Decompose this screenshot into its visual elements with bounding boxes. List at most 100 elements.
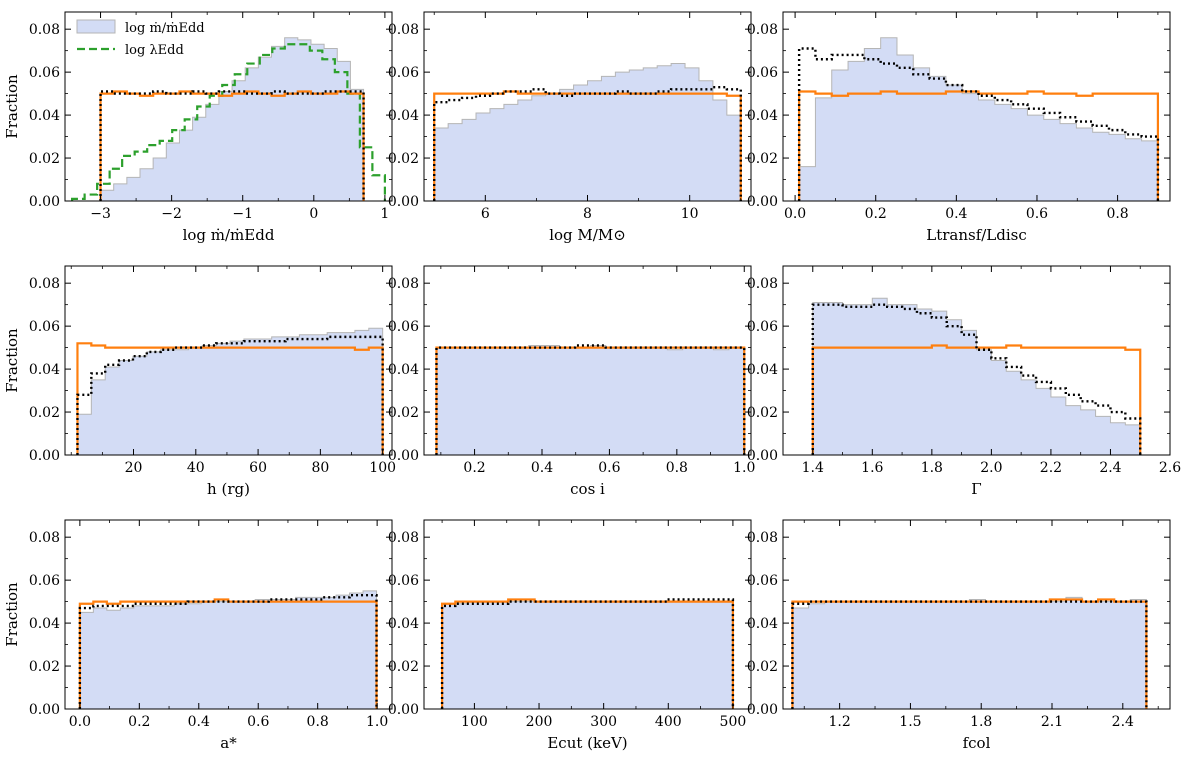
legend-swatch-hist [76, 19, 116, 34]
y-tick-label: 0.06 [29, 319, 60, 335]
x-tick-label: 2.0 [980, 460, 1002, 476]
plot-area [791, 596, 1148, 709]
y-tick-label: 0.06 [29, 573, 60, 589]
legend-label: log ṁ/ṁEdd [125, 21, 205, 36]
y-tick-label: 0.08 [388, 22, 419, 38]
histogram-fill-series [100, 37, 365, 201]
x-tick-label: 500 [720, 714, 747, 730]
x-tick-label: 400 [655, 714, 682, 730]
legend-label: log λEdd [125, 43, 184, 58]
axes-frame [782, 519, 1171, 710]
x-axis-label: a* [220, 734, 237, 752]
panel-6: 0.00 0.02 0.04 0.06 0.08 1.4 1.6 1.8 2.0 2.2 2.4 2.… [747, 265, 1181, 498]
y-tick-label: 0.02 [388, 405, 419, 421]
y-tick-label: 0.04 [388, 616, 419, 632]
plot-area [811, 297, 1142, 455]
y-tick-label: 0.04 [29, 616, 60, 632]
y-tick-label: 0.02 [29, 405, 60, 421]
black-dotted-series [791, 600, 1148, 709]
histogram-fill-series [441, 601, 734, 709]
x-tick-label: 0.8 [307, 714, 329, 730]
y-tick-label: 0.02 [747, 405, 778, 421]
y-axis-label: Fraction [3, 582, 21, 647]
plot-area [76, 327, 384, 455]
black-dotted-series [440, 598, 735, 709]
y-tick-label: 0.08 [388, 530, 419, 546]
panel-9: 0.00 0.02 0.04 0.06 0.08 1.2 1.5 1.8 2.1 2.4 fcol [747, 519, 1171, 752]
y-tick-label: 0.06 [747, 319, 778, 335]
x-tick-label: 0.6 [1026, 206, 1048, 222]
y-tick-label: 0.04 [29, 362, 60, 378]
orange-solid-series [440, 598, 735, 709]
x-tick-label: 1.8 [970, 714, 992, 730]
black-dotted-series [433, 85, 742, 201]
axes-frame [64, 265, 393, 456]
y-tick-label: 0.00 [29, 194, 60, 210]
black-dotted-series [78, 593, 378, 709]
y-tick-label: 0.06 [29, 65, 60, 81]
y-tick-label: 0.02 [29, 659, 60, 675]
x-tick-label: 40 [187, 460, 205, 476]
y-tick-label: 0.06 [388, 65, 419, 81]
x-axis-label: log ṁ/ṁEdd [183, 226, 275, 244]
axes-frame [64, 11, 393, 202]
black-dotted-series [76, 335, 384, 455]
orange-solid-series [435, 346, 746, 455]
axes-frame [782, 11, 1171, 202]
x-axis-label: Γ [971, 480, 981, 498]
y-tick-label: 0.08 [29, 276, 60, 292]
plot-area [435, 344, 746, 455]
y-tick-label: 0.04 [29, 108, 60, 124]
x-axis-label: Ltransf/Ldisc [926, 226, 1027, 244]
axes-frame [423, 265, 752, 456]
panel-4: 0.00 0.02 0.04 0.06 0.08 20 40 60 80 100 h (rg) Fra… [3, 265, 396, 498]
y-tick-label: 0.04 [747, 108, 778, 124]
x-tick-label: 0.6 [247, 714, 269, 730]
histogram-fill-series [433, 63, 742, 201]
axes-frame [423, 519, 752, 710]
plot-area [71, 37, 386, 201]
y-tick-label: 0.02 [747, 151, 778, 167]
y-tick-label: 0.00 [747, 702, 778, 718]
black-dotted-series [99, 90, 365, 201]
x-tick-label: −2 [161, 206, 182, 222]
x-tick-label: 2.1 [1041, 714, 1063, 730]
y-tick-label: 0.04 [747, 616, 778, 632]
x-tick-label: 1.5 [899, 714, 921, 730]
x-tick-label: 20 [125, 460, 143, 476]
y-tick-label: 0.02 [747, 659, 778, 675]
panel-7: 0.00 0.02 0.04 0.06 0.08 0.0 0.2 0.4 0.6 0.8 1.0 a*… [3, 519, 393, 752]
y-tick-label: 0.06 [747, 573, 778, 589]
x-tick-label: 8 [583, 206, 592, 222]
plot-area [797, 37, 1160, 201]
x-tick-label: 100 [461, 714, 488, 730]
green-dashed-series [71, 43, 386, 201]
histogram-fill-series [798, 37, 1159, 201]
plot-area [433, 63, 742, 201]
histogram-fill-series [791, 596, 1147, 709]
x-axis-label: h (rg) [207, 480, 250, 498]
legend: log ṁ/ṁEdd log λEdd [76, 19, 205, 58]
x-tick-label: −1 [232, 206, 253, 222]
x-tick-label: 0.2 [128, 714, 150, 730]
x-tick-label: 0.4 [531, 460, 553, 476]
y-tick-label: 0.08 [747, 276, 778, 292]
x-tick-label: 0 [309, 206, 318, 222]
y-tick-label: 0.00 [388, 702, 419, 718]
x-tick-label: 0.8 [666, 460, 688, 476]
x-tick-label: 0.4 [945, 206, 967, 222]
y-tick-label: 0.08 [29, 22, 60, 38]
histogram-fill-series [79, 590, 378, 709]
y-axis-label: Fraction [3, 74, 21, 139]
plot-area [440, 598, 735, 709]
x-axis-label: fcol [963, 734, 991, 752]
orange-solid-series [78, 598, 378, 709]
x-tick-label: 100 [369, 460, 396, 476]
x-tick-label: 80 [311, 460, 329, 476]
y-tick-label: 0.08 [388, 276, 419, 292]
histogram-fill-series [812, 297, 1141, 455]
y-tick-label: 0.00 [29, 702, 60, 718]
y-axis-label: Fraction [3, 328, 21, 393]
y-tick-label: 0.04 [388, 362, 419, 378]
